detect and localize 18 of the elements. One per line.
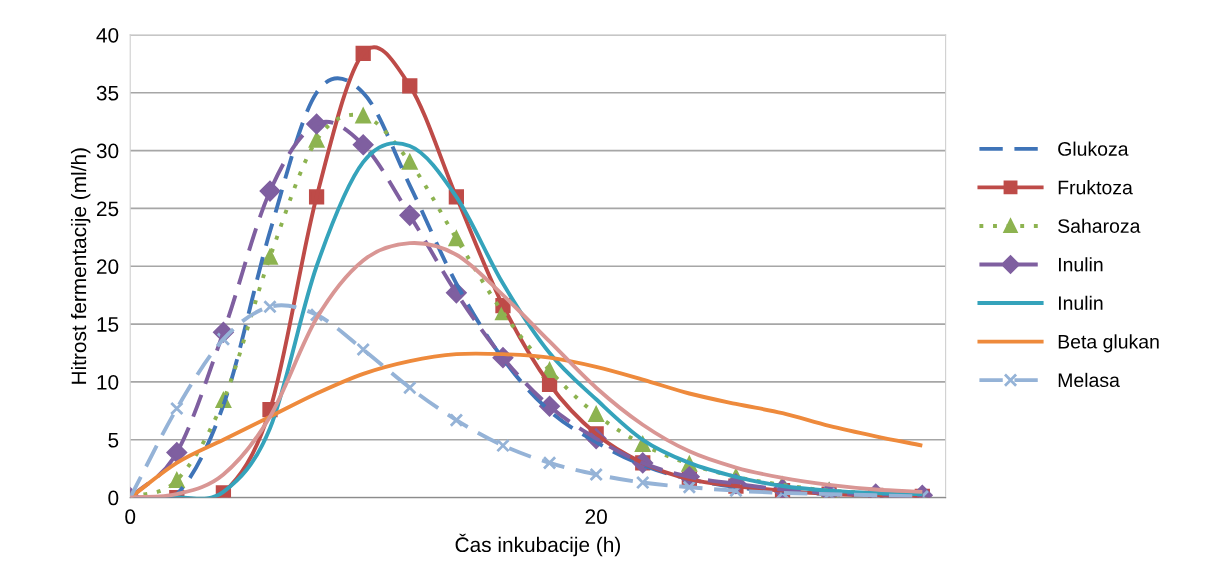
legend-label: Glukoza xyxy=(1058,141,1129,156)
y-tick-label: 0 xyxy=(108,490,119,506)
legend-label: Beta glukan xyxy=(1058,334,1159,353)
y-tick-label: 10 xyxy=(97,374,119,390)
y-tick-label: 5 xyxy=(108,432,119,448)
y-tick-label: 30 xyxy=(96,143,119,159)
y-axis-title: Hitrost fermentacije (ml/h) xyxy=(70,148,91,384)
y-tick-label: 35 xyxy=(96,85,119,101)
legend-label: Fruktoza xyxy=(1058,180,1133,195)
legend-label: Melasa xyxy=(1058,372,1120,388)
y-tick-label: 15 xyxy=(97,317,119,332)
legend-label: Inulin xyxy=(1058,257,1103,272)
y-tick-label: 20 xyxy=(96,259,119,275)
legend-label: Saharoza xyxy=(1058,218,1141,233)
y-tick-label: 25 xyxy=(96,201,119,217)
legend-label: Inulin xyxy=(1058,295,1103,311)
x-axis-title: Čas inkubacije (h) xyxy=(455,533,620,557)
y-tick-label: 40 xyxy=(96,27,119,43)
